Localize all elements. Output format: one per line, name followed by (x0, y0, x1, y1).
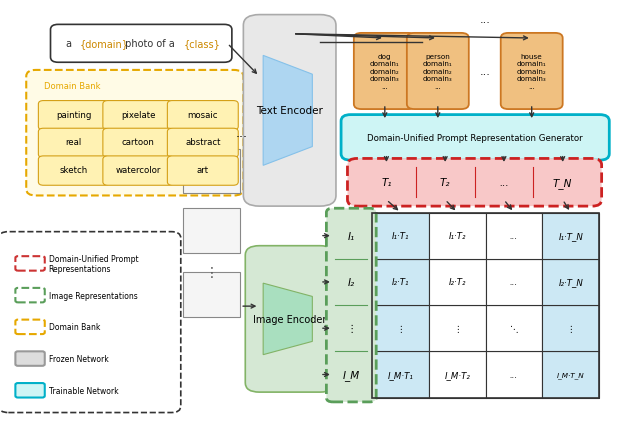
Text: Domain-Unified Prompt Representation Generator: Domain-Unified Prompt Representation Gen… (367, 134, 583, 143)
FancyBboxPatch shape (245, 246, 334, 392)
Text: I_M·T₂: I_M·T₂ (444, 370, 470, 379)
Text: ⋮: ⋮ (205, 265, 218, 279)
Text: T₁: T₁ (381, 178, 392, 188)
Text: I₁: I₁ (348, 231, 355, 241)
Text: I₁·T₁: I₁·T₁ (392, 232, 410, 241)
Text: a: a (66, 39, 75, 49)
Text: I₂·T₁: I₂·T₁ (392, 278, 410, 287)
Text: photo of a: photo of a (122, 39, 178, 49)
Text: house
domain₁
domain₂
domain₃
...: house domain₁ domain₂ domain₃ ... (517, 54, 547, 90)
Bar (372, 305, 429, 351)
Text: ⋱: ⋱ (509, 324, 518, 333)
Bar (486, 351, 542, 398)
FancyBboxPatch shape (168, 129, 238, 158)
FancyBboxPatch shape (168, 101, 238, 131)
FancyBboxPatch shape (407, 34, 468, 110)
Text: I_M: I_M (342, 369, 360, 380)
FancyBboxPatch shape (354, 34, 416, 110)
FancyBboxPatch shape (0, 232, 180, 412)
FancyBboxPatch shape (26, 71, 243, 196)
Text: Image Representations: Image Representations (49, 291, 138, 300)
Text: ⋮: ⋮ (346, 323, 356, 334)
Bar (542, 259, 599, 305)
Text: ⋮: ⋮ (453, 324, 461, 333)
Text: art: art (196, 166, 209, 175)
Text: ...: ... (499, 178, 509, 188)
Text: ⋮: ⋮ (566, 324, 575, 333)
Text: ...: ... (510, 278, 518, 287)
Text: ...: ... (468, 108, 479, 118)
Bar (372, 213, 429, 259)
Bar (429, 259, 486, 305)
FancyBboxPatch shape (348, 159, 602, 207)
Text: I_M·T_N: I_M·T_N (557, 371, 584, 378)
Text: Image Encoder: Image Encoder (253, 314, 326, 324)
Text: ...: ... (479, 67, 490, 77)
Text: painting: painting (56, 110, 92, 119)
FancyBboxPatch shape (103, 156, 173, 186)
Text: ...: ... (236, 127, 248, 140)
FancyBboxPatch shape (15, 383, 45, 397)
Bar (429, 213, 486, 259)
Text: I₂·T₂: I₂·T₂ (449, 278, 466, 287)
Bar (542, 305, 599, 351)
Polygon shape (263, 56, 312, 166)
Text: ...: ... (510, 370, 518, 379)
Text: I₂·T_N: I₂·T_N (558, 278, 583, 287)
Text: ⋮: ⋮ (396, 324, 405, 333)
Text: Text Encoder: Text Encoder (256, 106, 323, 116)
Text: {domain}: {domain} (79, 39, 128, 49)
FancyBboxPatch shape (51, 25, 232, 63)
FancyBboxPatch shape (38, 129, 109, 158)
Text: sketch: sketch (60, 166, 88, 175)
FancyBboxPatch shape (15, 351, 45, 366)
Text: I_M·T₁: I_M·T₁ (388, 370, 413, 379)
Bar (372, 259, 429, 305)
Bar (372, 351, 429, 398)
Bar (542, 213, 599, 259)
Text: ...: ... (510, 232, 518, 241)
Bar (182, 273, 240, 317)
Text: dog
domain₁
domain₂
domain₃
...: dog domain₁ domain₂ domain₃ ... (370, 54, 400, 90)
Text: pixelate: pixelate (121, 110, 156, 119)
Bar (429, 305, 486, 351)
Bar (372, 213, 599, 398)
Text: watercolor: watercolor (116, 166, 161, 175)
Bar (182, 209, 240, 253)
Text: I₁·T₂: I₁·T₂ (449, 232, 466, 241)
FancyBboxPatch shape (38, 156, 109, 186)
FancyBboxPatch shape (500, 34, 563, 110)
Bar (486, 213, 542, 259)
FancyBboxPatch shape (168, 156, 238, 186)
Text: real: real (66, 138, 82, 147)
Text: Trainable Network: Trainable Network (49, 386, 118, 395)
Bar (486, 305, 542, 351)
FancyBboxPatch shape (243, 16, 336, 207)
Text: I₁·T_N: I₁·T_N (558, 232, 583, 241)
Text: T₂: T₂ (440, 178, 451, 188)
FancyBboxPatch shape (103, 129, 173, 158)
Text: ...: ... (479, 15, 490, 25)
Polygon shape (263, 283, 312, 355)
Bar (429, 351, 486, 398)
Bar (542, 351, 599, 398)
Text: I₂: I₂ (348, 277, 355, 287)
Text: T_N: T_N (553, 177, 572, 188)
FancyBboxPatch shape (103, 101, 173, 131)
Bar (182, 149, 240, 194)
FancyBboxPatch shape (326, 209, 376, 402)
FancyBboxPatch shape (38, 101, 109, 131)
Bar (486, 259, 542, 305)
Text: Domain-Unified Prompt
Representations: Domain-Unified Prompt Representations (49, 254, 138, 273)
Text: abstract: abstract (185, 138, 221, 147)
Text: cartoon: cartoon (122, 138, 155, 147)
Text: person
domain₁
domain₂
domain₃
...: person domain₁ domain₂ domain₃ ... (423, 54, 452, 90)
FancyBboxPatch shape (341, 115, 609, 161)
Text: Domain Bank: Domain Bank (49, 322, 100, 331)
Text: {class}: {class} (184, 39, 221, 49)
Text: Frozen Network: Frozen Network (49, 354, 108, 363)
Text: mosaic: mosaic (188, 110, 218, 119)
Text: Domain Bank: Domain Bank (44, 82, 100, 91)
